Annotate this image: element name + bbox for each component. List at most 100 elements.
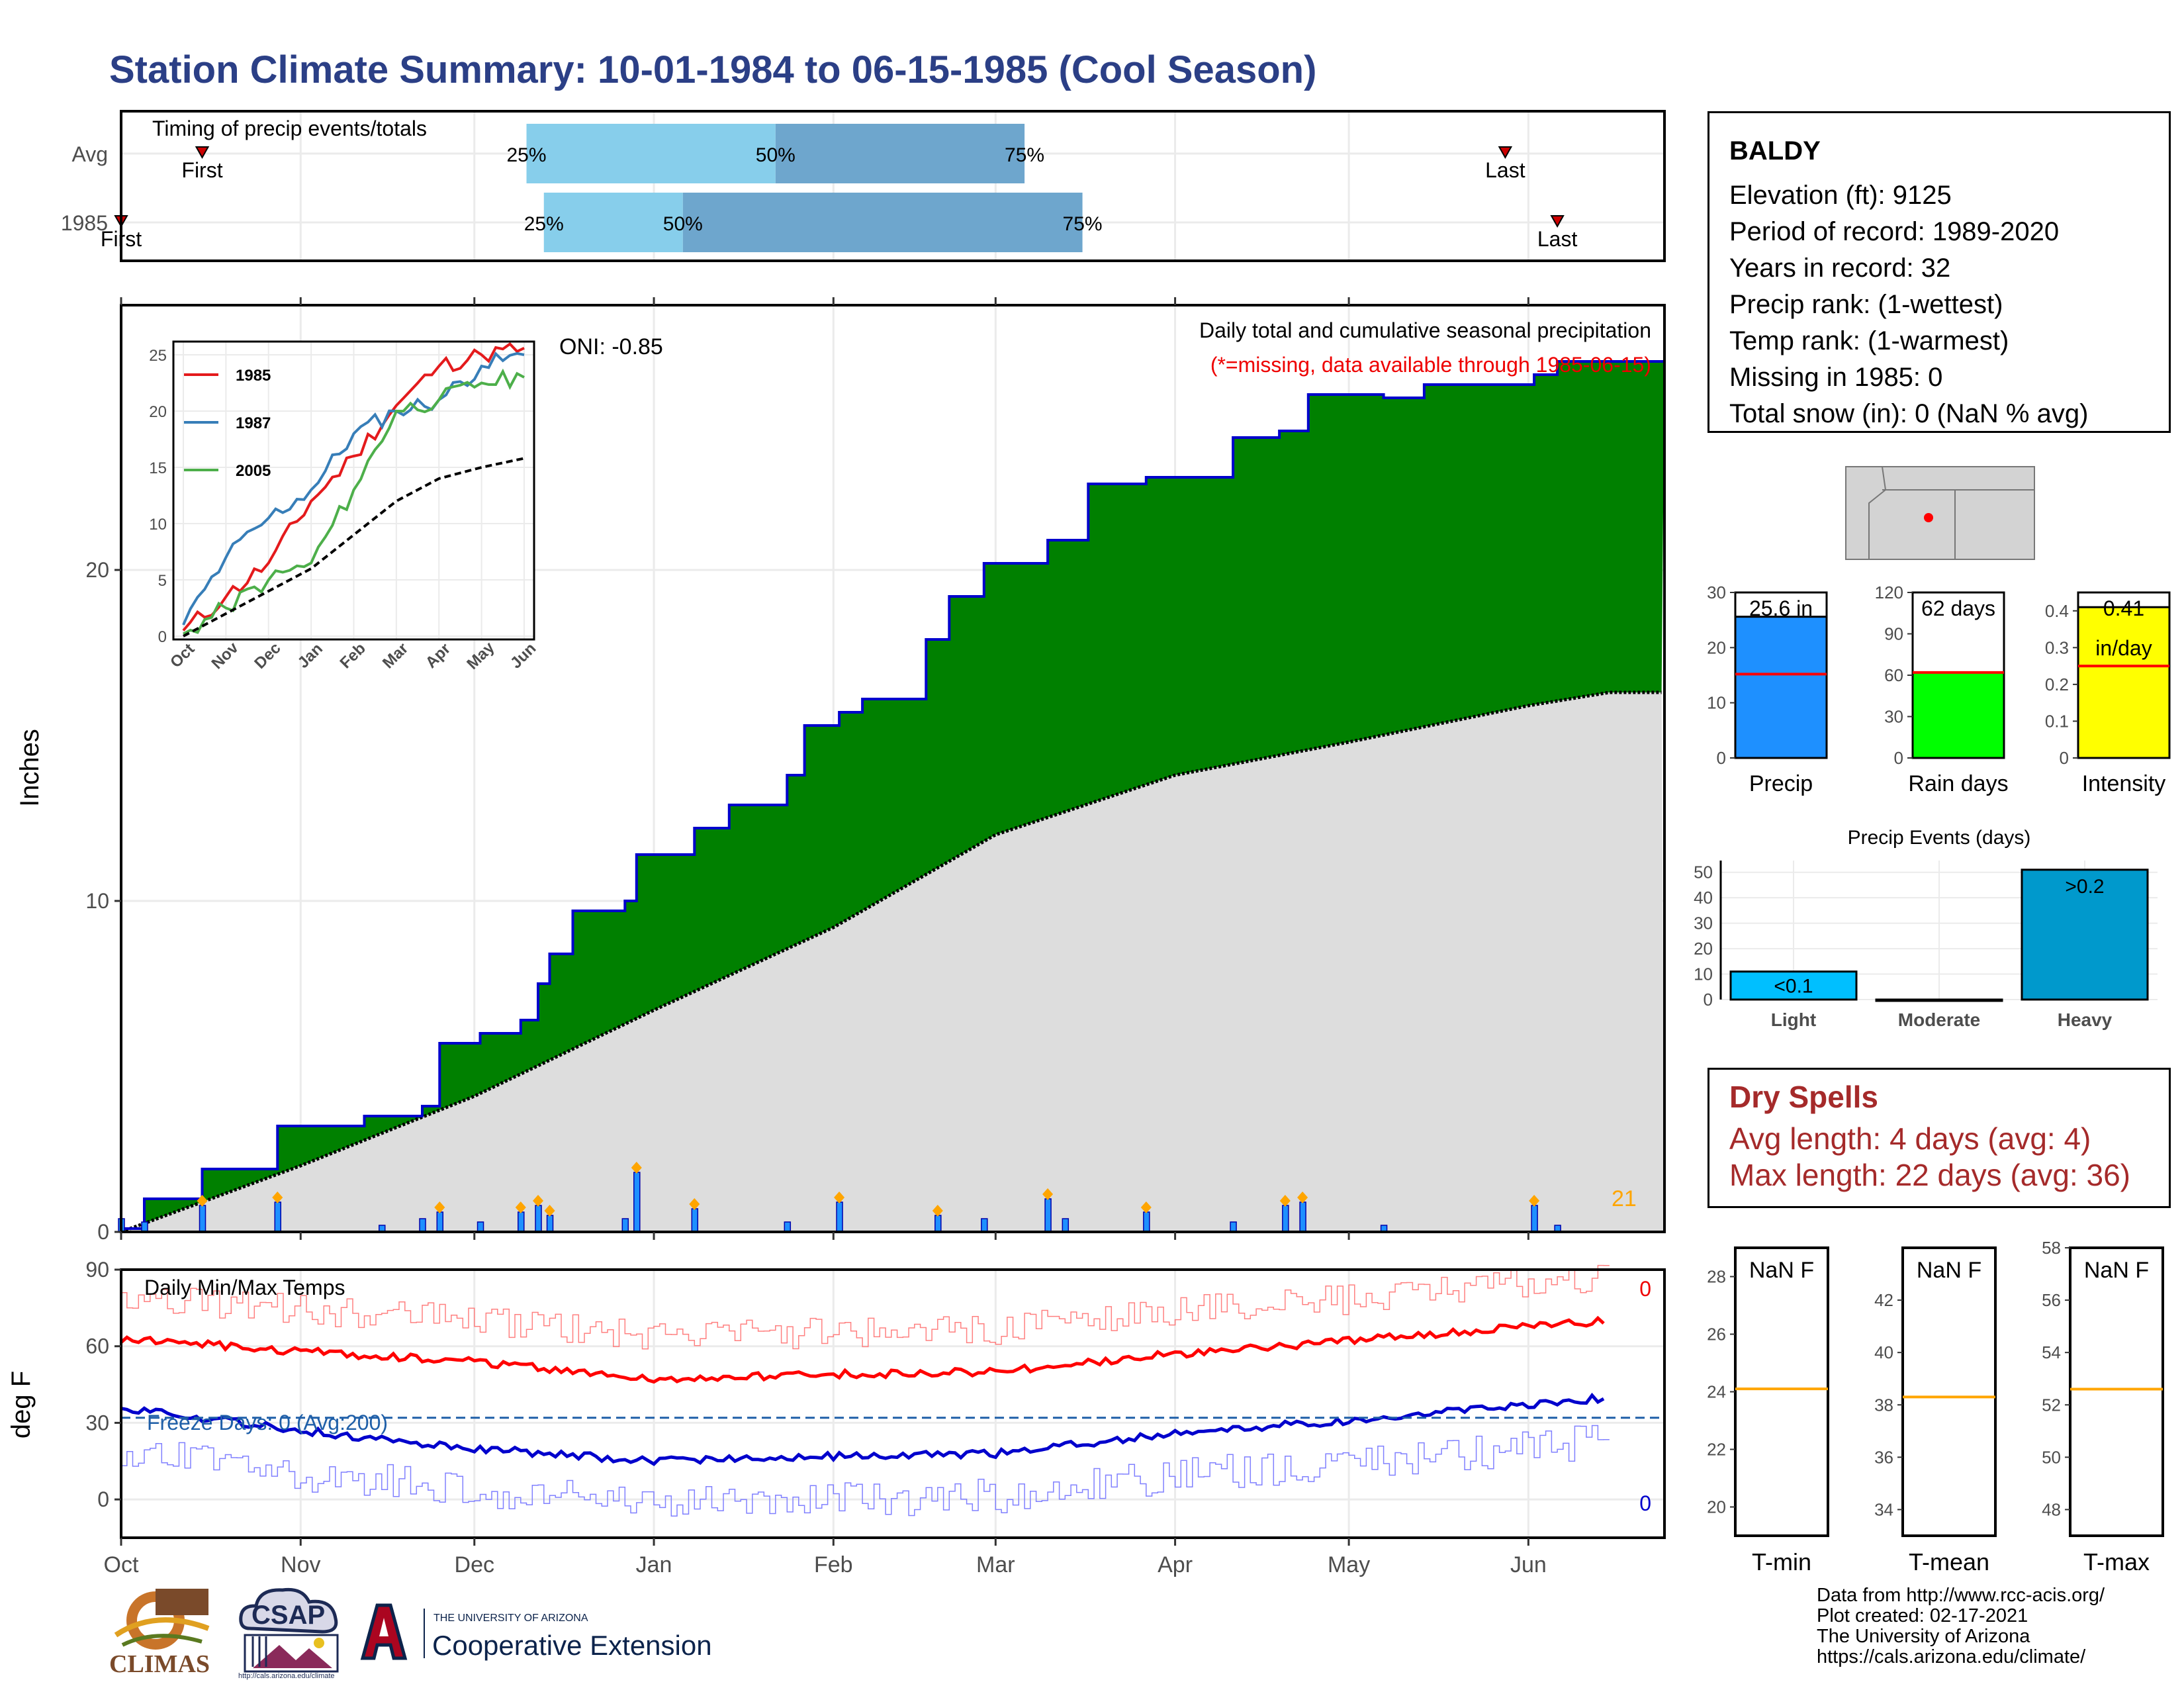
temp-box-tick-label: 54 (2042, 1342, 2061, 1362)
summary-tick-label: 0 (2060, 748, 2069, 768)
station-line: Period of record: 1989-2020 (1729, 217, 2060, 246)
csap-logo-url: http://cals.arizona.edu/climate (238, 1672, 335, 1680)
dry-spells-box: Dry Spells Avg length: 4 days (avg: 4) M… (1707, 1068, 2171, 1208)
day-count-label: 21 (1612, 1186, 1637, 1211)
csap-logo-mark (239, 1587, 339, 1673)
month-label: Apr (1158, 1552, 1193, 1577)
events-tick-label: 40 (1694, 888, 1713, 908)
y-tick-label: 30 (85, 1411, 109, 1434)
climas-logo: CLIMAS (109, 1582, 215, 1681)
daily-precip-bar (633, 1172, 641, 1233)
daily-precip-bar (141, 1221, 148, 1233)
timing-row-label: 1985 (61, 211, 108, 235)
station-line: Years in record: 32 (1729, 254, 1951, 283)
temp-box (2069, 1246, 2164, 1537)
temp-box (1734, 1246, 1829, 1537)
map-region (1845, 466, 2035, 560)
timing-label-25: 25% (507, 144, 547, 166)
daily-precip-bar (477, 1221, 484, 1233)
y-tick-label: 90 (85, 1258, 109, 1282)
heavy-event-marker (1297, 1192, 1308, 1203)
temp-box-tick-label: 56 (2042, 1290, 2061, 1310)
daily-precip-bar (199, 1205, 206, 1233)
temp-box-label: T-max (2083, 1548, 2150, 1575)
heavy-event-marker (1140, 1201, 1152, 1213)
summary-tick-label: 90 (1884, 624, 1903, 644)
climas-logo-text: CLIMAS (109, 1650, 210, 1678)
temp-box-tick-label: 22 (1707, 1440, 1726, 1460)
station-line: Missing in 1985: 0 (1729, 363, 1943, 392)
oni-label: ONI: -0.85 (559, 334, 663, 359)
daily-precip-bar (1299, 1201, 1306, 1233)
month-label: May (1328, 1552, 1370, 1577)
credits: Data from http://www.rcc-acis.org/ Plot … (1817, 1585, 2105, 1667)
daily-precip-bar (1282, 1205, 1289, 1233)
station-line: Temp rank: (1-warmest) (1729, 326, 2009, 355)
summary-tick-label: 0.2 (2045, 675, 2069, 694)
timing-label-50: 50% (663, 213, 703, 235)
temp-box-tick-label: 50 (2042, 1447, 2061, 1467)
temp-box-value: NaN F (1749, 1258, 1814, 1283)
events-category-label: Light (1771, 1009, 1816, 1030)
y-tick-label: 10 (85, 889, 109, 913)
inset-legend-label: 2005 (236, 462, 271, 480)
daily-precip-bar (1044, 1198, 1052, 1233)
temp-box-tick-label: 26 (1707, 1325, 1726, 1344)
page-title: Station Climate Summary: 10-01-1984 to 0… (109, 48, 1317, 91)
month-label: Dec (455, 1552, 494, 1577)
timing-label-25: 25% (524, 213, 564, 235)
summary-bar (1911, 671, 2005, 759)
month-label: Mar (976, 1552, 1015, 1577)
main-panel-border (120, 304, 1666, 1233)
events-tick-label: 0 (1704, 990, 1713, 1009)
temp-panel-border (120, 1268, 1666, 1539)
temp-box-tick-label: 28 (1707, 1267, 1726, 1287)
temp-box-tick-label: 52 (2042, 1395, 2061, 1415)
daily-precip-bar (621, 1218, 629, 1233)
max-temp-line (120, 1315, 1605, 1384)
station-line: Total snow (in): 0 (NaN % avg) (1729, 399, 2089, 428)
y-tick-label: 20 (85, 558, 109, 582)
summary-tick-label: 0.1 (2045, 711, 2069, 731)
daily-precip-bar (274, 1201, 282, 1233)
daily-precip-bar (546, 1215, 554, 1233)
temp-box (1901, 1246, 1997, 1537)
temp-box-tick-label: 48 (2042, 1499, 2061, 1519)
daily-precip-bar (518, 1211, 525, 1233)
daily-min-record-line (121, 1425, 1610, 1517)
timing-label-50: 50% (756, 144, 796, 166)
last-event-label: Last (1485, 158, 1525, 182)
events-category-label: Moderate (1898, 1009, 1980, 1030)
temp-box-tick-label: 42 (1874, 1290, 1893, 1310)
heavy-event-marker (272, 1192, 283, 1203)
daily-precip-bar (436, 1211, 444, 1233)
credit-line: https://cals.arizona.edu/climate/ (1817, 1646, 2086, 1667)
freeze-days-label: Freeze Days: 0 (Avg:200) (147, 1411, 388, 1434)
summary-bar (2077, 606, 2171, 759)
events-tick-label: 30 (1694, 914, 1713, 933)
inset-y-tick: 0 (158, 628, 167, 646)
events-bar (1729, 970, 1858, 1001)
inset-y-tick: 10 (149, 516, 167, 534)
ua-divider (424, 1609, 425, 1658)
events-tick-label: 10 (1694, 964, 1713, 984)
daily-precip-bar (836, 1201, 843, 1233)
events-bar-label: >0.2 (2065, 876, 2104, 898)
ua-a-icon (360, 1603, 408, 1660)
summary-tick-label: 0 (1717, 748, 1726, 768)
temp-box-tick-label: 40 (1874, 1342, 1893, 1362)
missing-note: (*=missing, data available through 1985-… (1210, 353, 1651, 377)
heavy-event-marker (1529, 1195, 1540, 1207)
temp-box-tick-label: 38 (1874, 1395, 1893, 1415)
timing-bar-q3 (775, 124, 1025, 183)
temp-box-tick-label: 36 (1874, 1447, 1893, 1467)
precip-subtitle: Daily total and cumulative seasonal prec… (1199, 318, 1651, 342)
last-event-marker (1550, 215, 1565, 228)
credit-line: The University of Arizona (1817, 1626, 2030, 1647)
month-label: Nov (281, 1552, 320, 1577)
summary-tick-label: 0 (1894, 748, 1903, 768)
daily-max-record-line (121, 1264, 1610, 1350)
daily-precip-bar (981, 1218, 988, 1233)
